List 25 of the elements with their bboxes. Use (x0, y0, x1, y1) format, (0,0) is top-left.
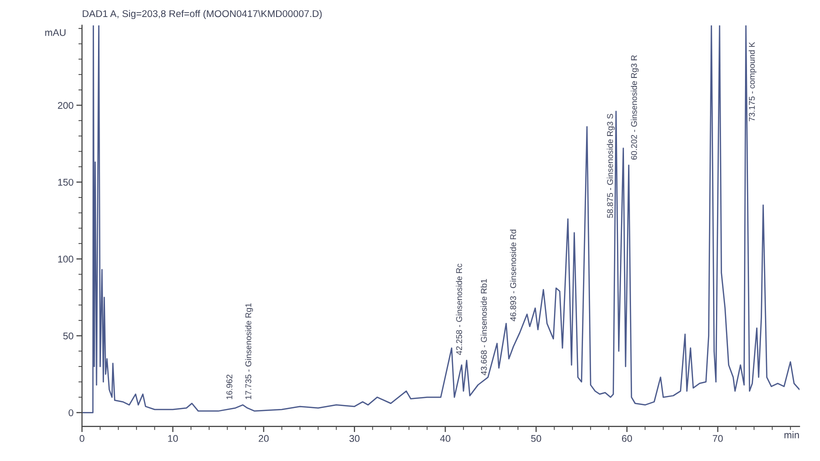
x-tick-label: 50 (531, 435, 542, 442)
x-tick-label: 40 (440, 435, 450, 442)
x-tick-label: 60 (622, 435, 632, 442)
y-tick-label: 50 (63, 332, 74, 340)
annotation: 16.962 (226, 374, 232, 400)
annotation: 17.735 - Ginsenoside Rg1 (245, 303, 253, 400)
x-tick-label: 0 (80, 435, 84, 442)
x-tick-label: 30 (349, 435, 360, 442)
y-axis-title: mAU (45, 29, 66, 36)
x-tick-label: 70 (712, 435, 723, 442)
annotation: 42.258 - Ginsenoside Rc (456, 264, 462, 355)
annotation: 46.893 - Ginsenoside Rd (510, 230, 516, 322)
annotation: 58.875 - Ginsenoside Rg3 S (606, 114, 615, 218)
annotation: 60.202 - Ginsenoside Rg3 R (630, 55, 639, 160)
chart-title: DAD1 A, Sig=203,8 Ref=off (MOON0417\KMD00007.D) (82, 10, 322, 20)
x-tick-label: 10 (168, 435, 178, 442)
annotation: 73.175 - compound K (748, 42, 756, 122)
annotation: 43.668 - Ginsenoside Rb1 (480, 279, 487, 376)
y-tick-label: 0 (68, 409, 74, 416)
y-tick-label: 100 (58, 256, 74, 263)
y-tick-label: 200 (58, 102, 74, 109)
line-series (82, 25, 800, 414)
y-tick-label: 150 (58, 178, 74, 186)
x-tick-label: 20 (258, 435, 269, 442)
x-axis-title: min (784, 431, 799, 438)
